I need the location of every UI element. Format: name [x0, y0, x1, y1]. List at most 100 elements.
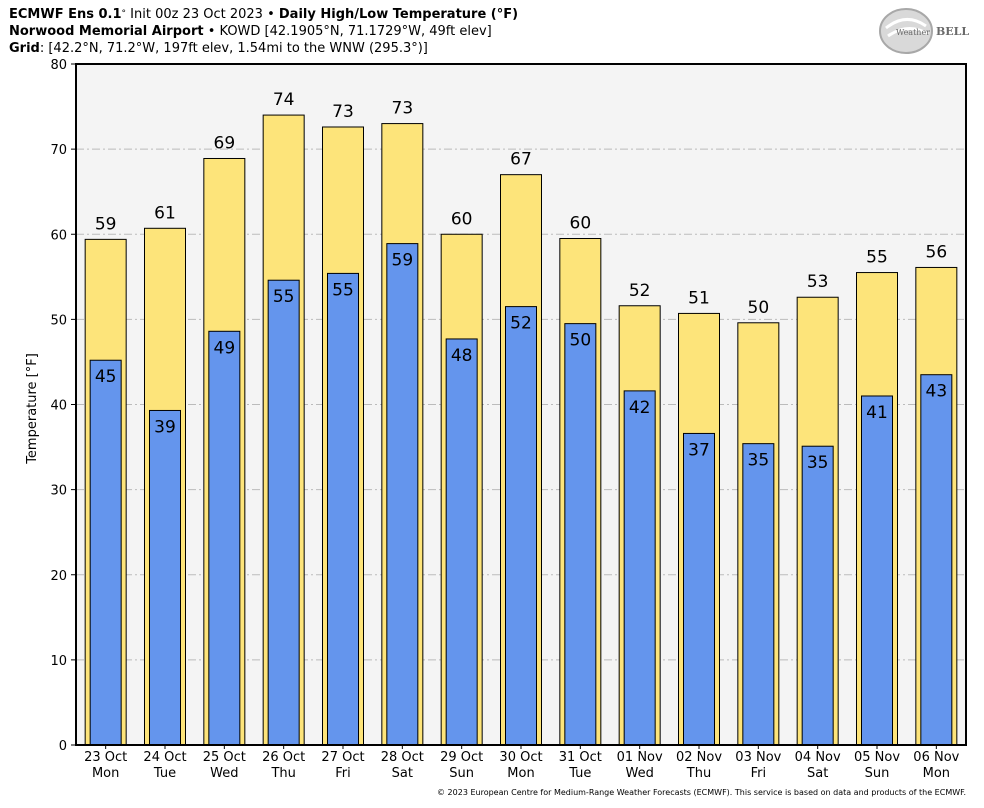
y-axis-label: Temperature [°F]	[25, 353, 40, 465]
low-bar	[89, 359, 122, 746]
logo-text-a: Weather	[896, 28, 930, 37]
low-bar	[683, 432, 715, 746]
low-bar	[742, 443, 775, 746]
y-tick-label: 80	[50, 58, 67, 73]
copyright-footer: © 2023 European Centre for Medium-Range …	[437, 788, 966, 797]
x-tick-label-date: 25 Oct	[203, 750, 246, 765]
model-name: ECMWF Ens 0.1	[9, 7, 122, 22]
high-value-label: 56	[926, 242, 948, 262]
high-value-label: 69	[214, 133, 236, 153]
y-tick-label: 20	[50, 569, 67, 584]
grid-label: Grid	[9, 41, 40, 56]
station-details: • KOWD [42.1905°N, 71.1729°W, 49ft elev]	[203, 24, 492, 39]
low-bar	[861, 395, 893, 746]
high-value-label: 52	[629, 281, 651, 301]
high-value-label: 73	[392, 99, 414, 119]
high-value-label: 60	[451, 209, 473, 229]
x-tick-label-date: 27 Oct	[321, 750, 364, 765]
high-value-label: 60	[570, 214, 592, 234]
high-value-label: 53	[807, 272, 829, 292]
x-tick-label-date: 23 Oct	[84, 750, 127, 765]
init-time: Init 00z 23 Oct 2023 •	[126, 7, 279, 22]
x-tick-label-weekday: Fri	[335, 766, 351, 781]
low-bar	[920, 374, 953, 746]
y-tick-label: 40	[50, 399, 67, 414]
x-tick-label-date: 05 Nov	[854, 750, 900, 765]
low-bar	[327, 272, 359, 746]
station-line: Norwood Memorial Airport • KOWD [42.1905…	[9, 23, 492, 40]
high-value-label: 61	[154, 203, 176, 223]
y-tick-label: 70	[50, 143, 67, 158]
x-tick-label-weekday: Sat	[392, 766, 413, 781]
low-bar	[564, 323, 597, 746]
x-tick-label-weekday: Thu	[270, 766, 295, 781]
x-tick-label-weekday: Mon	[92, 766, 119, 781]
low-value-label: 37	[688, 440, 710, 460]
grid-line: Grid: [42.2°N, 71.2°W, 197ft elev, 1.54m…	[9, 40, 428, 57]
chart-title-line: ECMWF Ens 0.1° Init 00z 23 Oct 2023 • Da…	[9, 6, 518, 23]
x-tick-label-weekday: Sun	[865, 766, 890, 781]
high-value-label: 67	[510, 150, 532, 170]
low-value-label: 48	[451, 346, 473, 366]
x-tick-label-date: 02 Nov	[676, 750, 722, 765]
x-tick-label-date: 28 Oct	[381, 750, 424, 765]
low-value-label: 52	[510, 314, 532, 334]
low-bar	[208, 330, 241, 746]
logo-text-b: BELL	[936, 25, 969, 38]
y-tick-label: 0	[59, 739, 67, 754]
x-tick-label-date: 03 Nov	[735, 750, 781, 765]
low-value-label: 59	[392, 251, 414, 271]
x-tick-label-weekday: Fri	[751, 766, 767, 781]
y-tick-label: 60	[50, 228, 67, 243]
low-value-label: 43	[926, 382, 948, 402]
x-tick-label-date: 06 Nov	[913, 750, 959, 765]
low-value-label: 45	[95, 367, 117, 387]
x-tick-label-weekday: Tue	[153, 766, 176, 781]
high-value-label: 55	[866, 248, 888, 268]
low-value-label: 55	[273, 287, 295, 307]
y-tick-label: 30	[50, 484, 67, 499]
x-tick-label-weekday: Sun	[449, 766, 474, 781]
low-value-label: 39	[154, 417, 176, 437]
x-tick-label-date: 31 Oct	[559, 750, 602, 765]
low-value-label: 42	[629, 398, 651, 418]
low-bar	[386, 243, 419, 746]
low-value-label: 50	[570, 331, 592, 351]
x-tick-label-weekday: Wed	[210, 766, 238, 781]
low-bar	[149, 409, 181, 746]
low-bar	[267, 279, 300, 746]
y-tick-label: 50	[50, 313, 67, 328]
high-value-label: 50	[748, 298, 770, 318]
low-bar	[801, 445, 834, 746]
x-tick-label-weekday: Sat	[807, 766, 828, 781]
weatherbell-logo: Weather BELL	[879, 8, 969, 54]
high-value-label: 51	[688, 288, 710, 308]
x-tick-label-date: 24 Oct	[143, 750, 186, 765]
low-value-label: 41	[866, 403, 888, 423]
low-bar	[445, 338, 478, 746]
high-value-label: 74	[273, 90, 295, 110]
product-name: Daily High/Low Temperature (°F)	[278, 7, 519, 22]
station-name: Norwood Memorial Airport	[9, 24, 204, 39]
x-tick-label-weekday: Mon	[923, 766, 950, 781]
x-tick-label-date: 26 Oct	[262, 750, 305, 765]
x-tick-label-date: 04 Nov	[795, 750, 841, 765]
y-tick-label: 10	[50, 654, 67, 669]
x-tick-label-date: 29 Oct	[440, 750, 483, 765]
x-tick-label-weekday: Thu	[686, 766, 711, 781]
low-value-label: 55	[332, 280, 354, 300]
low-value-label: 35	[807, 453, 829, 473]
low-bar	[505, 306, 537, 746]
grid-details: : [42.2°N, 71.2°W, 197ft elev, 1.54mi to…	[39, 41, 428, 56]
x-tick-label-date: 30 Oct	[499, 750, 542, 765]
degree-mark: °	[121, 9, 127, 19]
x-tick-label-date: 01 Nov	[617, 750, 663, 765]
high-value-label: 59	[95, 214, 117, 234]
x-tick-label-weekday: Tue	[568, 766, 591, 781]
high-value-label: 73	[332, 102, 354, 122]
low-value-label: 35	[748, 451, 770, 471]
x-tick-label-weekday: Wed	[625, 766, 653, 781]
plot-frame	[75, 63, 967, 746]
x-tick-label-weekday: Mon	[507, 766, 534, 781]
